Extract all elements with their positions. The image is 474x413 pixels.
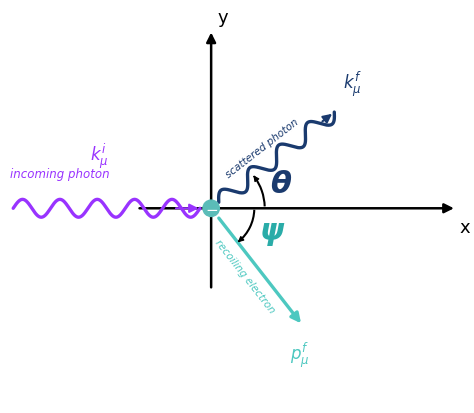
- Text: $\boldsymbol{\psi}$: $\boldsymbol{\psi}$: [259, 218, 285, 247]
- Text: y: y: [217, 9, 228, 27]
- Text: x: x: [460, 219, 470, 237]
- Text: scattered photon: scattered photon: [224, 117, 301, 180]
- Text: recoiling electron: recoiling electron: [213, 237, 277, 315]
- Text: $k_{\mu}^{i}$: $k_{\mu}^{i}$: [90, 142, 109, 171]
- Text: incoming photon: incoming photon: [10, 169, 110, 181]
- Text: $\boldsymbol{\theta}$: $\boldsymbol{\theta}$: [271, 170, 292, 199]
- Text: $k_{\mu}^{f}$: $k_{\mu}^{f}$: [343, 69, 362, 99]
- Circle shape: [203, 200, 219, 216]
- Text: $p_{\mu}^{f}$: $p_{\mu}^{f}$: [290, 340, 310, 370]
- Text: $-$: $-$: [205, 201, 218, 216]
